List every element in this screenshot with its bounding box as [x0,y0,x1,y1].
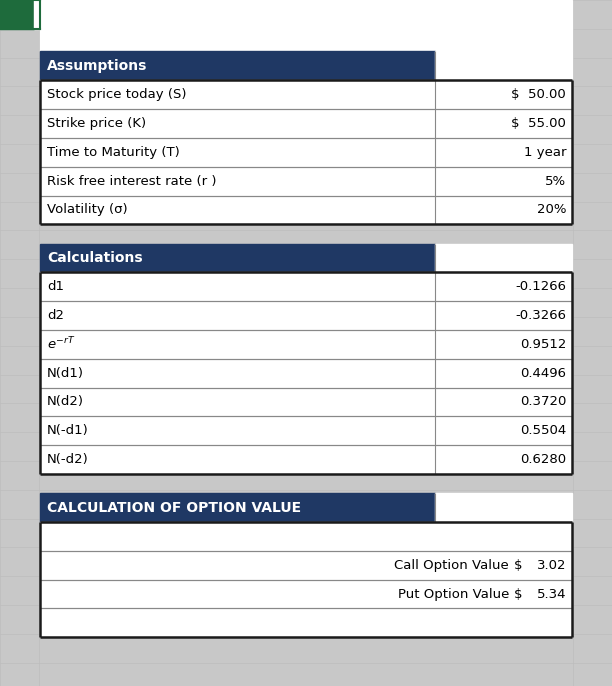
Text: N(-d1): N(-d1) [47,425,89,437]
Bar [0,0,34,29]
Bar [40,388,572,416]
Bar [40,138,572,167]
Text: 0.5504: 0.5504 [520,425,566,437]
Text: 5%: 5% [545,175,566,187]
Text: Time to Maturity (T): Time to Maturity (T) [47,146,180,158]
Text: d2: d2 [47,309,64,322]
Text: Risk free interest rate (r ): Risk free interest rate (r ) [47,175,217,187]
Bar [40,522,572,551]
Bar [40,51,435,80]
Bar [40,330,572,359]
Bar [40,0,572,51]
Text: Call Option Value: Call Option Value [395,559,509,571]
Text: $  55.00: $ 55.00 [511,117,566,130]
Text: d1: d1 [47,281,64,293]
Bar [40,608,572,637]
Bar [40,109,572,138]
Bar [40,445,572,474]
Text: Calculations: Calculations [47,251,143,265]
Text: Put Option Value: Put Option Value [398,588,509,600]
Bar [40,416,572,445]
Text: $  50.00: $ 50.00 [512,88,566,101]
Bar [40,580,572,608]
Bar [40,272,572,301]
Bar [40,359,572,388]
Text: 0.6280: 0.6280 [520,453,566,466]
Text: -0.1266: -0.1266 [515,281,566,293]
Text: Assumptions: Assumptions [47,59,147,73]
Text: Volatility (σ): Volatility (σ) [47,204,128,216]
Bar [435,244,572,272]
Bar [40,167,572,196]
Bar [34,0,40,29]
Text: 0.9512: 0.9512 [520,338,566,351]
Bar [40,196,572,224]
Bar [435,51,572,80]
Bar [40,80,572,109]
Text: 0.4496: 0.4496 [520,367,566,379]
Text: 0.3720: 0.3720 [520,396,566,408]
Text: $e^{-rT}$: $e^{-rT}$ [47,336,76,353]
Text: $: $ [514,588,523,600]
Text: N(d1): N(d1) [47,367,84,379]
Text: -0.3266: -0.3266 [515,309,566,322]
Bar [435,493,572,522]
Text: N(-d2): N(-d2) [47,453,89,466]
Text: 5.34: 5.34 [537,588,566,600]
Bar [40,244,435,272]
Text: Stock price today (S): Stock price today (S) [47,88,187,101]
Text: Strike price (K): Strike price (K) [47,117,146,130]
Bar [40,551,572,580]
Text: 3.02: 3.02 [537,559,566,571]
Text: CALCULATION OF OPTION VALUE: CALCULATION OF OPTION VALUE [47,501,301,514]
Bar [40,301,572,330]
Text: $: $ [514,559,523,571]
Bar [40,493,435,522]
Text: 20%: 20% [537,204,566,216]
Text: N(d2): N(d2) [47,396,84,408]
Text: 1 year: 1 year [524,146,566,158]
